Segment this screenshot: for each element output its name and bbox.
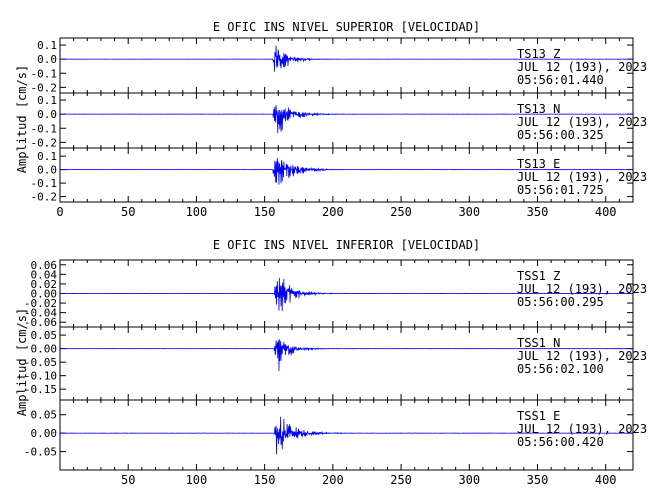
x-tick-label: 300: [458, 205, 480, 219]
x-tick-label: 350: [527, 473, 549, 487]
x-tick-label: 100: [186, 473, 208, 487]
y-tick-label: 0.04: [31, 268, 58, 281]
y-tick-label: 0.00: [31, 427, 58, 440]
y-tick-label: 0.05: [31, 409, 58, 422]
chart-title: E OFIC INS NIVEL SUPERIOR [VELOCIDAD]: [213, 20, 480, 34]
trace-date-label: JUL 12 (193), 2023: [517, 349, 647, 363]
chart-title: E OFIC INS NIVEL INFERIOR [VELOCIDAD]: [213, 238, 480, 252]
x-tick-label: 250: [390, 205, 412, 219]
chart-superior: E OFIC INS NIVEL SUPERIOR [VELOCIDAD] Amp…: [15, 20, 647, 219]
trace-station-label: TSS1 N: [517, 336, 560, 350]
y-tick-label: -0.2: [31, 81, 58, 94]
trace-time-label: 05:56:00.420: [517, 435, 604, 449]
x-tick-label: 150: [254, 473, 276, 487]
trace-date-label: JUL 12 (193), 2023: [517, 115, 647, 129]
x-tick-label: 0: [56, 205, 63, 219]
y-tick-label: 0.05: [31, 329, 58, 342]
trace-station-label: TS13 E: [517, 157, 560, 171]
seismic-trace-line: [59, 105, 634, 134]
y-tick-label: -0.1: [31, 67, 58, 80]
y-axis-label: Amplitud [cm/s]: [15, 65, 29, 173]
trace-date-label: JUL 12 (193), 2023: [517, 422, 647, 436]
x-tick-label: 150: [254, 205, 276, 219]
y-tick-label: -0.05: [24, 446, 57, 459]
y-axis-label: Amplitud [cm/s]: [15, 308, 29, 416]
y-tick-label: -0.02: [24, 297, 57, 310]
chart-inferior: E OFIC INS NIVEL INFERIOR [VELOCIDAD] Amp…: [15, 238, 647, 487]
seismic-trace-line: [59, 416, 634, 455]
trace-station-label: TSS1 Z: [517, 269, 560, 283]
x-tick-label: 300: [458, 473, 480, 487]
y-tick-label: 0.1: [37, 150, 57, 163]
y-tick-label: 0.1: [37, 94, 57, 107]
trace-date-label: JUL 12 (193), 2023: [517, 282, 647, 296]
x-tick-label: 200: [322, 473, 344, 487]
y-tick-label: 0.00: [31, 288, 58, 301]
x-tick-label: 200: [322, 205, 344, 219]
x-tick-label: 50: [121, 205, 135, 219]
y-tick-label: 0.0: [37, 53, 57, 66]
y-tick-label: -0.2: [31, 136, 58, 149]
y-tick-label: -0.04: [24, 307, 57, 320]
seismic-trace-line: [59, 45, 634, 72]
y-tick-label: 0.00: [31, 343, 58, 356]
y-tick-label: -0.2: [31, 191, 58, 204]
x-tick-label: 250: [390, 473, 412, 487]
trace-time-label: 05:56:02.100: [517, 362, 604, 376]
x-tick-label: 350: [527, 205, 549, 219]
trace-station-label: TSS1 E: [517, 409, 560, 423]
x-tick-label: 100: [186, 205, 208, 219]
trace-station-label: TS13 Z: [517, 47, 560, 61]
x-tick-label: 400: [595, 205, 617, 219]
trace-date-label: JUL 12 (193), 2023: [517, 60, 647, 74]
trace-time-label: 05:56:01.440: [517, 73, 604, 87]
seismic-trace-line: [59, 339, 634, 372]
trace-panel: 0.060.040.020.00-0.02-0.04-0.06 TSS1 ZJUL…: [24, 259, 647, 329]
x-tick-label: 50: [121, 473, 135, 487]
y-tick-label: -0.05: [24, 356, 57, 369]
seismic-trace-line: [59, 158, 634, 185]
y-tick-label: -0.06: [24, 316, 57, 329]
trace-time-label: 05:56:01.725: [517, 183, 604, 197]
trace-station-label: TS13 N: [517, 102, 560, 116]
trace-time-label: 05:56:00.295: [517, 295, 604, 309]
y-tick-label: 0.02: [31, 278, 58, 291]
y-tick-label: 0.1: [37, 39, 57, 52]
x-tick-label: 400: [595, 473, 617, 487]
y-tick-label: 0.06: [31, 259, 58, 272]
y-tick-label: -0.10: [24, 370, 57, 383]
seismic-trace-line: [59, 277, 634, 312]
y-tick-label: -0.15: [24, 383, 57, 396]
trace-time-label: 05:56:00.325: [517, 128, 604, 142]
y-tick-label: 0.0: [37, 164, 57, 177]
y-tick-label: 0.0: [37, 108, 57, 121]
y-tick-label: -0.1: [31, 177, 58, 190]
y-tick-label: -0.1: [31, 122, 58, 135]
trace-date-label: JUL 12 (193), 2023: [517, 170, 647, 184]
